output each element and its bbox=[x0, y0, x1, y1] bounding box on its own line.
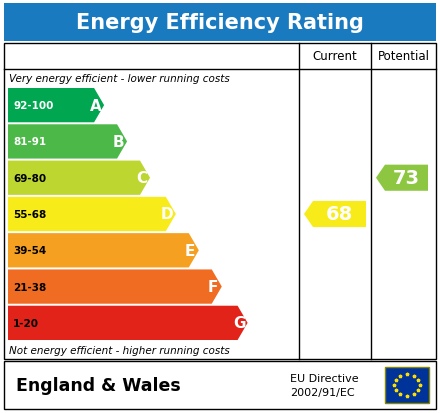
Text: 68: 68 bbox=[326, 205, 353, 224]
Polygon shape bbox=[8, 125, 127, 159]
Bar bbox=[4, 361, 436, 409]
Polygon shape bbox=[8, 270, 222, 304]
Text: C: C bbox=[136, 171, 147, 186]
Polygon shape bbox=[376, 165, 428, 191]
Text: 2002/91/EC: 2002/91/EC bbox=[290, 387, 355, 397]
Text: E: E bbox=[185, 243, 195, 258]
Text: 1-20: 1-20 bbox=[13, 318, 39, 328]
Text: D: D bbox=[161, 207, 174, 222]
Text: F: F bbox=[208, 280, 218, 294]
Text: 39-54: 39-54 bbox=[13, 246, 46, 256]
Polygon shape bbox=[8, 306, 248, 340]
Text: 81-91: 81-91 bbox=[13, 137, 46, 147]
Text: 55-68: 55-68 bbox=[13, 209, 46, 219]
Text: A: A bbox=[90, 98, 102, 113]
Text: Potential: Potential bbox=[378, 50, 429, 63]
Polygon shape bbox=[8, 234, 199, 268]
Text: Energy Efficiency Rating: Energy Efficiency Rating bbox=[76, 13, 364, 33]
Text: EU Directive: EU Directive bbox=[290, 373, 359, 383]
Polygon shape bbox=[8, 161, 150, 195]
Text: 21-38: 21-38 bbox=[13, 282, 46, 292]
Polygon shape bbox=[8, 89, 104, 123]
Text: B: B bbox=[113, 135, 125, 150]
Bar bbox=[385, 367, 429, 403]
Text: 73: 73 bbox=[393, 169, 420, 188]
Text: G: G bbox=[233, 316, 246, 330]
Text: Very energy efficient - lower running costs: Very energy efficient - lower running co… bbox=[9, 74, 230, 84]
Text: 69-80: 69-80 bbox=[13, 173, 46, 183]
Polygon shape bbox=[304, 202, 366, 228]
Text: England & Wales: England & Wales bbox=[16, 376, 181, 394]
Text: Current: Current bbox=[313, 50, 357, 63]
Bar bbox=[4, 44, 436, 359]
Bar bbox=[4, 4, 436, 42]
Polygon shape bbox=[8, 197, 176, 232]
Text: Not energy efficient - higher running costs: Not energy efficient - higher running co… bbox=[9, 345, 230, 355]
Text: 92-100: 92-100 bbox=[13, 101, 53, 111]
